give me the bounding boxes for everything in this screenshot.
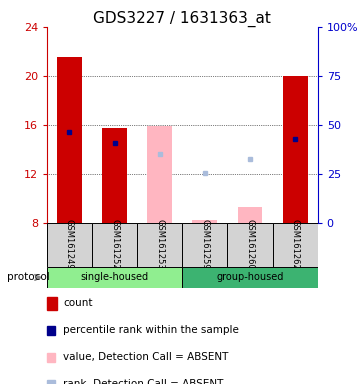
Bar — [102, 129, 127, 223]
Text: GSM161253: GSM161253 — [155, 219, 164, 270]
Text: GSM161249: GSM161249 — [65, 220, 74, 270]
Title: GDS3227 / 1631363_at: GDS3227 / 1631363_at — [93, 11, 271, 27]
Text: protocol: protocol — [7, 272, 50, 283]
Bar — [92, 223, 137, 267]
Text: GSM161259: GSM161259 — [200, 220, 209, 270]
Text: count: count — [63, 298, 93, 308]
Text: GSM161252: GSM161252 — [110, 220, 119, 270]
Bar — [227, 223, 273, 267]
Bar — [47, 267, 182, 288]
Bar — [238, 207, 262, 223]
Bar — [147, 126, 172, 223]
Text: percentile rank within the sample: percentile rank within the sample — [63, 325, 239, 335]
Bar — [273, 223, 318, 267]
Text: GSM161262: GSM161262 — [291, 219, 300, 270]
Text: group-housed: group-housed — [216, 272, 284, 283]
Bar — [283, 76, 308, 223]
Bar — [57, 58, 82, 223]
Text: single-housed: single-housed — [81, 272, 149, 283]
Text: value, Detection Call = ABSENT: value, Detection Call = ABSENT — [63, 352, 229, 362]
Bar — [137, 223, 182, 267]
Bar — [47, 223, 92, 267]
Bar — [182, 267, 318, 288]
Bar — [192, 220, 217, 223]
Text: GSM161260: GSM161260 — [245, 219, 255, 270]
Text: rank, Detection Call = ABSENT: rank, Detection Call = ABSENT — [63, 379, 223, 384]
Bar — [182, 223, 227, 267]
